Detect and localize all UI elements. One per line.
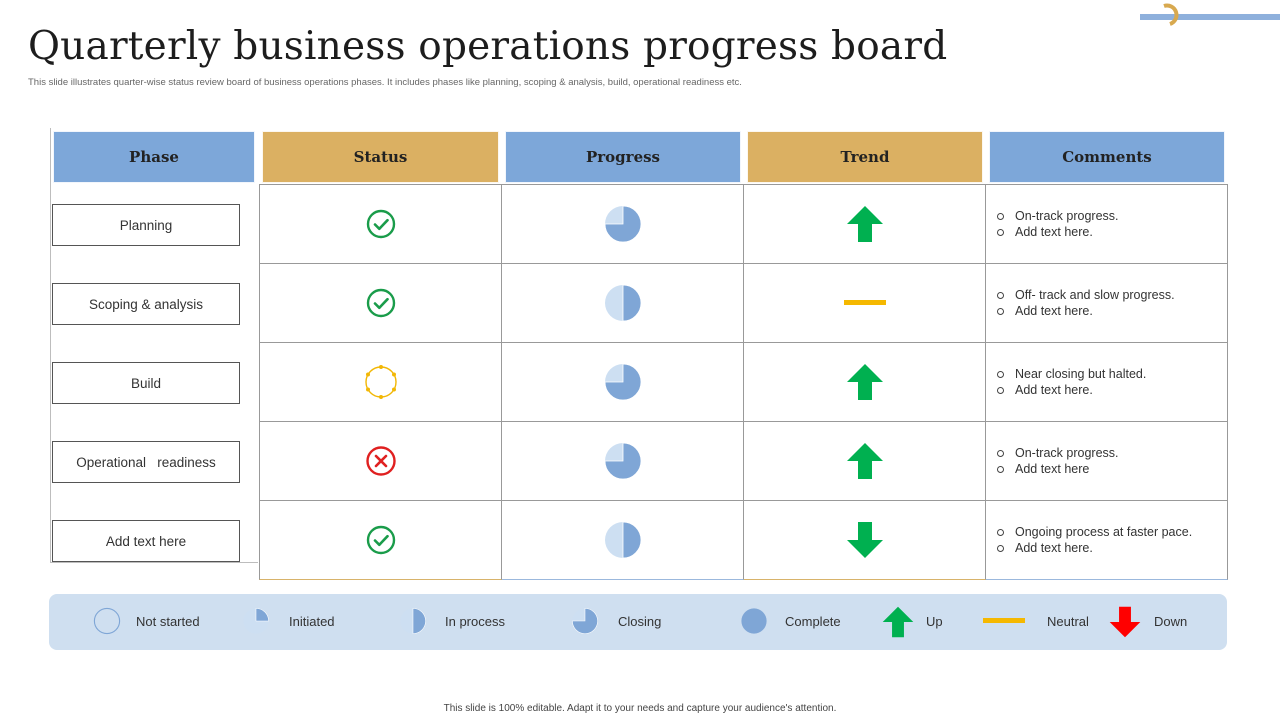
phase-label-add-text: Add text here	[52, 520, 240, 562]
comment-cell: Near closing but halted. Add text here.	[986, 343, 1228, 422]
trend-cell	[744, 501, 986, 580]
legend-label-not-started: Not started	[136, 614, 200, 629]
footer-note: This slide is 100% editable. Adapt it to…	[443, 703, 837, 714]
header-trend-cell: Trend	[744, 128, 986, 186]
header-status-cell: Status	[259, 128, 502, 186]
neutral-dash-icon	[983, 618, 1025, 623]
trend-cell	[744, 264, 986, 343]
quarter-pie-icon	[243, 608, 269, 634]
legend-label-in-process: In process	[445, 614, 505, 629]
phase-label-planning: Planning	[52, 204, 240, 246]
comment-item: Off- track and slow progress.	[996, 287, 1175, 303]
comment-item: Add text here.	[996, 540, 1192, 556]
three-quarter-pie-icon	[604, 205, 641, 243]
phase-label-operational-readiness: Operational readiness	[52, 441, 240, 483]
down-arrow-icon	[1109, 606, 1141, 638]
legend-label-down: Down	[1154, 614, 1188, 629]
trend-cell	[744, 422, 986, 501]
status-cell	[259, 185, 502, 264]
legend-label-neutral: Neutral	[1047, 614, 1089, 629]
progress-cell	[502, 343, 744, 422]
progress-cell	[502, 422, 744, 501]
status-cell	[259, 501, 502, 580]
up-arrow-icon	[846, 443, 883, 479]
full-circle-icon	[741, 608, 767, 634]
page-title: Quarterly business operations progress b…	[28, 24, 948, 69]
status-cell	[259, 343, 502, 422]
status-cell	[259, 264, 502, 343]
up-arrow-icon	[846, 364, 883, 400]
trend-cell	[744, 185, 986, 264]
phase-label-build: Build	[52, 362, 240, 404]
progress-cell	[502, 264, 744, 343]
comment-cell: On-track progress. Add text here.	[986, 185, 1228, 264]
comment-item: Add text here.	[996, 382, 1146, 398]
decorative-ornament	[1140, 3, 1280, 26]
trend-cell	[744, 343, 986, 422]
comment-list: On-track progress. Add text here.	[996, 208, 1119, 240]
up-arrow-icon	[846, 206, 883, 242]
header-phase: Phase	[53, 131, 255, 183]
three-quarter-pie-icon	[604, 442, 641, 480]
header-comments-cell: Comments	[986, 128, 1228, 186]
header-status: Status	[262, 131, 499, 183]
phase-label-scoping: Scoping & analysis	[52, 283, 240, 325]
pending-dotted-circle-icon	[364, 365, 397, 399]
header-phase-cell: Phase	[50, 128, 258, 186]
comment-item: Add text here.	[996, 303, 1175, 319]
comment-item: Near closing but halted.	[996, 366, 1146, 382]
header-progress-cell: Progress	[502, 128, 744, 186]
comment-list: Near closing but halted. Add text here.	[996, 366, 1146, 398]
progress-cell	[502, 185, 744, 264]
up-arrow-icon	[882, 606, 914, 638]
empty-circle-icon	[93, 607, 121, 635]
progress-cell	[502, 501, 744, 580]
complete-check-icon	[366, 288, 395, 318]
comment-list: Ongoing process at faster pace. Add text…	[996, 524, 1192, 556]
comment-item: Add text here	[996, 461, 1119, 477]
complete-check-icon	[366, 525, 395, 555]
page-subtitle: This slide illustrates quarter-wise stat…	[28, 77, 742, 88]
half-pie-icon	[604, 284, 641, 322]
down-arrow-icon	[846, 522, 883, 558]
legend-label-up: Up	[926, 614, 943, 629]
comment-item: On-track progress.	[996, 208, 1119, 224]
comment-list: On-track progress. Add text here	[996, 445, 1119, 477]
legend-label-initiated: Initiated	[289, 614, 335, 629]
comment-cell: On-track progress. Add text here	[986, 422, 1228, 501]
legend-label-closing: Closing	[618, 614, 662, 629]
header-trend: Trend	[747, 131, 983, 183]
failed-cross-icon	[365, 446, 396, 476]
comment-item: Add text here.	[996, 224, 1119, 240]
comment-cell: Ongoing process at faster pace. Add text…	[986, 501, 1228, 580]
half-pie-icon	[604, 521, 641, 559]
header-progress: Progress	[505, 131, 741, 183]
comment-list: Off- track and slow progress. Add text h…	[996, 287, 1175, 319]
three-quarter-pie-icon	[604, 363, 641, 401]
status-cell	[259, 422, 502, 501]
neutral-dash-icon	[843, 300, 886, 305]
phase-column-frame	[50, 128, 258, 563]
three-quarter-pie-icon	[572, 608, 598, 634]
comment-cell: Off- track and slow progress. Add text h…	[986, 264, 1228, 343]
complete-check-icon	[366, 209, 395, 239]
legend-bar: Not started Initiated In process Closing…	[49, 594, 1227, 650]
comment-item: Ongoing process at faster pace.	[996, 524, 1192, 540]
header-comments: Comments	[989, 131, 1225, 183]
comment-item: On-track progress.	[996, 445, 1119, 461]
status-grid: On-track progress. Add text here. Off- t…	[259, 184, 1228, 580]
half-pie-icon	[400, 608, 426, 634]
legend-label-complete: Complete	[785, 614, 841, 629]
